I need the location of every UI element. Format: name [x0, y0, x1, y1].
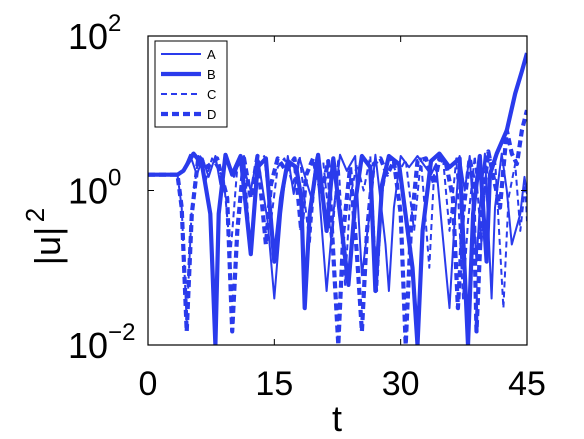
- x-tick-label: 15: [255, 365, 293, 403]
- y-tick-label: 100: [68, 165, 121, 212]
- y-axis-label-text: |u|: [27, 227, 68, 266]
- y-tick-label: 102: [68, 10, 121, 57]
- legend-label-c: C: [207, 87, 216, 102]
- x-tick-label: 0: [139, 365, 158, 403]
- legend-label-a: A: [207, 47, 216, 62]
- legend-label-b: B: [207, 67, 216, 82]
- series-line-b: [148, 52, 527, 345]
- legend-label-d: D: [207, 107, 216, 122]
- x-tick-label: 30: [382, 365, 420, 403]
- x-axis-label: t: [332, 398, 342, 439]
- y-axis-label-superscript: 2: [20, 208, 50, 222]
- series-line-d: [148, 109, 527, 345]
- y-axis-label: |u| 2: [20, 208, 68, 266]
- x-tick-label: 45: [508, 365, 546, 403]
- y-tick-label: 10−2: [68, 319, 135, 366]
